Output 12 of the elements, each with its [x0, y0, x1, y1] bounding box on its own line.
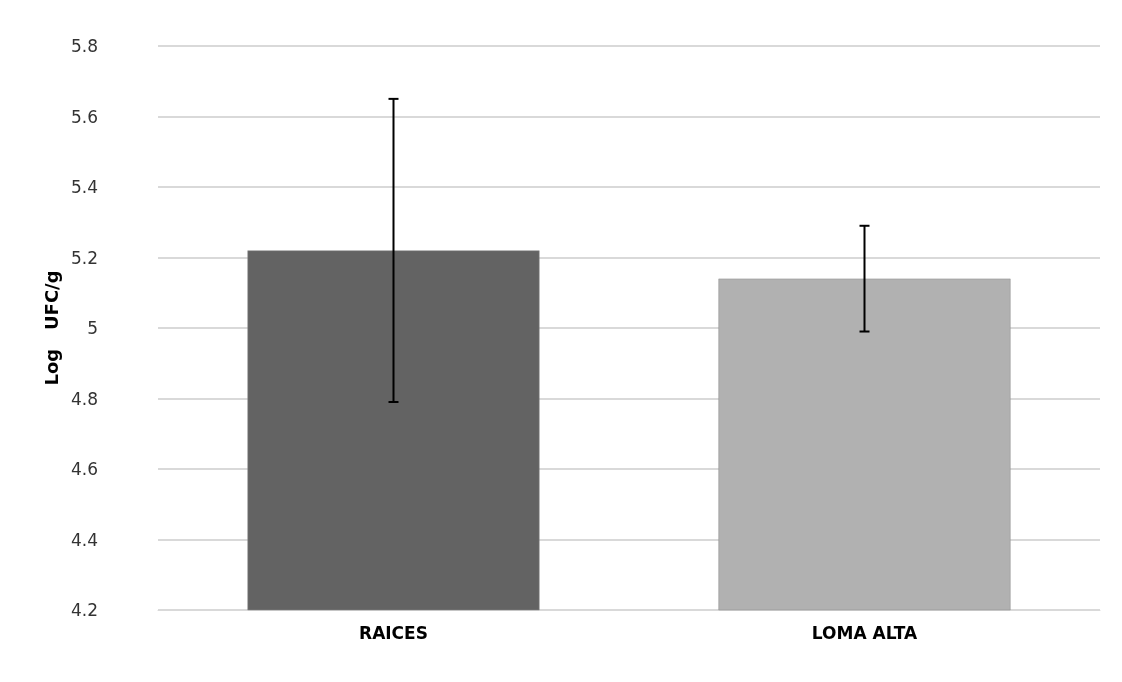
y-tick-label: 4.2 — [70, 600, 98, 620]
y-tick-label: 4.6 — [70, 459, 98, 479]
y-tick-label: 5.4 — [70, 177, 98, 197]
x-tick-label: RAICES — [359, 622, 428, 643]
y-axis-title: Log UFC/g — [40, 270, 62, 386]
y-tick-label: 5.6 — [70, 106, 98, 127]
y-tick-label: 5.2 — [70, 247, 98, 268]
y-tick-label: 4.4 — [70, 529, 98, 550]
x-tick-label: LOMA ALTA — [811, 622, 918, 643]
y-tick-label: 5.8 — [70, 36, 98, 56]
y-tick-label: 4.8 — [70, 388, 98, 409]
y-tick-label: 5 — [87, 318, 98, 338]
